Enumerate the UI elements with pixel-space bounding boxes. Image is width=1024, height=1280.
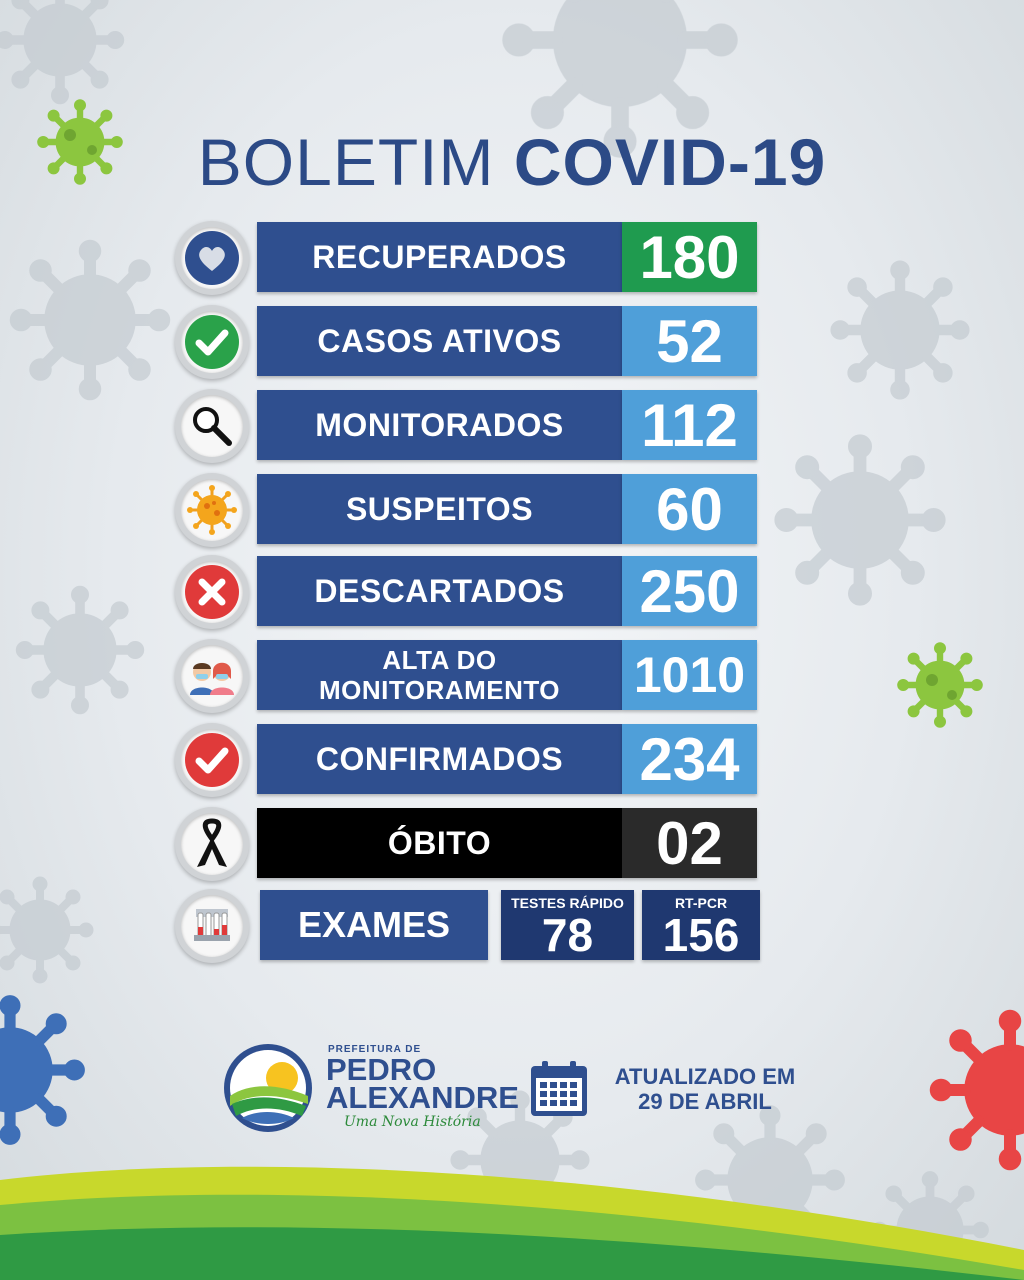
badge [175, 889, 249, 963]
logo-slogan: Uma Nova História [344, 1114, 481, 1130]
stat-label: CASOS ATIVOS [257, 306, 622, 376]
stat-value: 180 [622, 222, 757, 292]
badge [175, 723, 249, 797]
badge [175, 473, 249, 547]
magnifier-icon [193, 407, 232, 446]
rapid-test-box: TESTES RÁPIDO 78 [501, 890, 634, 960]
municipality-logo: PREFEITURA DE PEDRO ALEXANDRE Uma Nova H… [220, 1038, 519, 1138]
badge [175, 389, 249, 463]
exams-label: EXAMES [260, 890, 488, 960]
badge [175, 555, 249, 629]
stat-label: ÓBITO [257, 808, 622, 878]
mourning-ribbon-icon [197, 818, 227, 867]
stat-value: 52 [622, 306, 757, 376]
stat-label: CONFIRMADOS [257, 724, 622, 794]
title-light: BOLETIM [197, 125, 495, 199]
stat-label: RECUPERADOS [257, 222, 622, 292]
stat-label-line2: MONITORAMENTO [319, 675, 560, 705]
updated-line2: 29 DE ABRIL [638, 1089, 772, 1114]
stat-value: 234 [622, 724, 757, 794]
x-mark-icon [185, 565, 239, 619]
stat-label: ALTA DO MONITORAMENTO [257, 640, 622, 710]
stat-value: 112 [622, 390, 757, 460]
stat-value: 60 [622, 474, 757, 544]
stat-label: DESCARTADOS [257, 556, 622, 626]
rapid-test-value: 78 [541, 909, 594, 961]
stat-value: 02 [622, 808, 757, 878]
updated-info: ATUALIZADO EM 29 DE ABRIL [528, 1058, 818, 1122]
page-title: BOLETIM COVID-19 [0, 122, 1024, 202]
logo-line1: PEDRO [326, 1052, 437, 1087]
rt-pcr-value: 156 [662, 909, 740, 961]
logo-emblem-icon [224, 1044, 312, 1132]
logo-line2: ALEXANDRE [326, 1080, 519, 1115]
stat-row-suspeitos: SUSPEITOS 60 [175, 473, 765, 547]
rapid-test-caption: TESTES RÁPIDO [511, 895, 624, 911]
heart-icon [185, 231, 239, 285]
exams-row: EXAMES TESTES RÁPIDO 78 RT-PCR 156 [175, 889, 765, 963]
red-check-icon [185, 733, 239, 787]
title-bold: COVID-19 [513, 125, 827, 199]
stat-row-casos-ativos: CASOS ATIVOS 52 [175, 305, 765, 379]
stat-row-confirmados: CONFIRMADOS 234 [175, 723, 765, 797]
patients-icon [190, 662, 234, 695]
virus-icon [187, 485, 237, 535]
badge [175, 221, 249, 295]
stat-label: SUSPEITOS [257, 474, 622, 544]
rt-pcr-caption: RT-PCR [674, 895, 728, 911]
test-tubes-icon [194, 909, 230, 941]
updated-line1: ATUALIZADO EM [614, 1064, 796, 1089]
stat-label: MONITORADOS [257, 390, 622, 460]
stat-row-monitorados: MONITORADOS 112 [175, 389, 765, 463]
rt-pcr-box: RT-PCR 156 [642, 890, 760, 960]
calendar-icon [531, 1061, 587, 1116]
updated-text: ATUALIZADO EM 29 DE ABRIL [600, 1064, 810, 1114]
stat-value: 1010 [622, 640, 757, 710]
stat-row-descartados: DESCARTADOS 250 [175, 555, 765, 629]
stat-row-obito: ÓBITO 02 [175, 807, 765, 881]
stat-label-line1: ALTA DO [382, 645, 497, 675]
checkmark-icon [185, 315, 239, 369]
stat-row-alta-monitoramento: ALTA DO MONITORAMENTO 1010 [175, 639, 765, 713]
stat-value: 250 [622, 556, 757, 626]
badge [175, 807, 249, 881]
badge [175, 639, 249, 713]
badge [175, 305, 249, 379]
logo-prefix: PREFEITURA DE [328, 1044, 422, 1055]
stat-row-recuperados: RECUPERADOS 180 [175, 221, 765, 295]
